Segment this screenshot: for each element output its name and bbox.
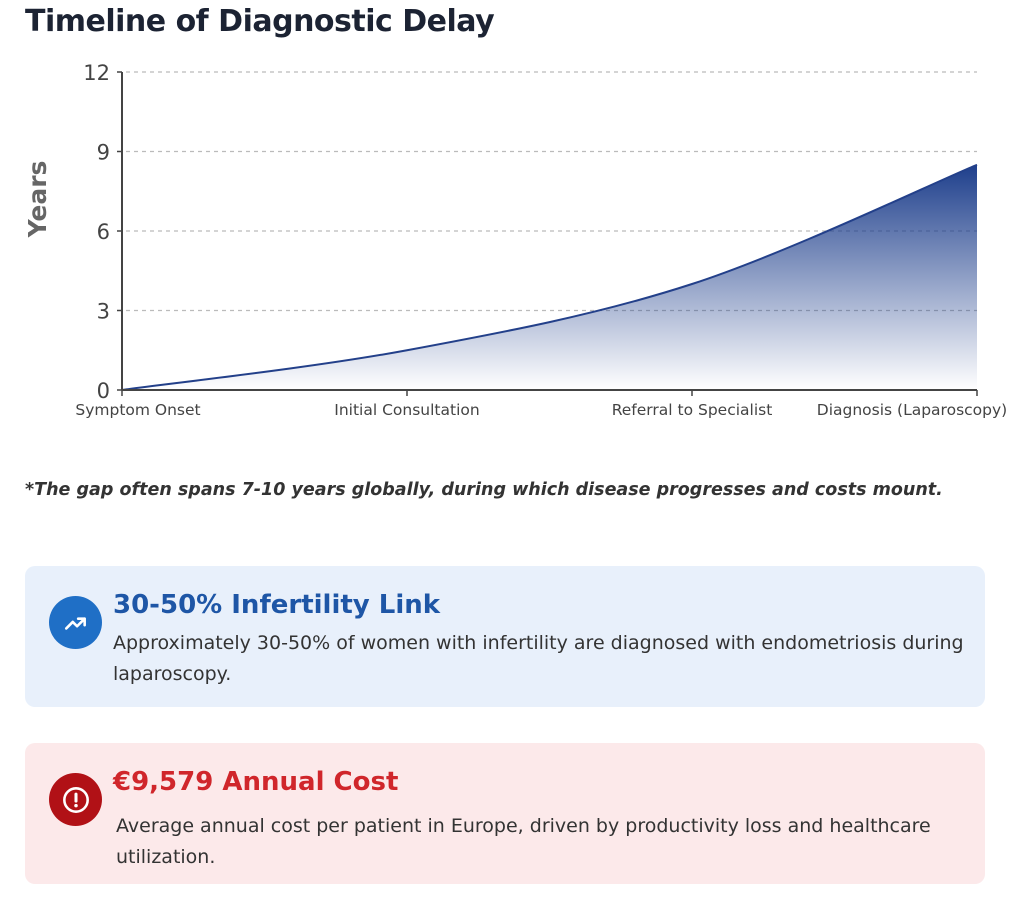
alert-circle-icon [49, 773, 102, 826]
x-tick-label: Diagnosis (Laparoscopy) [817, 401, 1007, 419]
delay-chart: 0 3 6 9 12 Symptom Onset Initial Consultation R… [23, 61, 1007, 419]
x-tick-label: Initial Consultation [334, 401, 479, 419]
card-body: Approximately 30-50% of women with infer… [113, 632, 964, 685]
footnote: *The gap often spans 7-10 years globally… [25, 480, 943, 500]
cost-card: €9,579 Annual Cost Average annual cost p… [25, 743, 985, 884]
y-tick-label: 12 [83, 61, 110, 85]
card-body: Average annual cost per patient in Europ… [116, 815, 931, 868]
y-tick-label: 9 [97, 141, 110, 165]
series-line [121, 163, 978, 391]
page-title: Timeline of Diagnostic Delay [25, 4, 495, 39]
card-title: 30-50% Infertility Link [113, 590, 441, 620]
area-fill [122, 164, 977, 390]
y-axis-label: Years [23, 161, 52, 239]
x-tick-label: Symptom Onset [75, 401, 200, 419]
y-tick-label: 6 [97, 220, 110, 244]
infertility-card: 30-50% Infertility Link Approximately 30… [25, 566, 985, 707]
x-tick-label: Referral to Specialist [612, 401, 773, 419]
trending-up-icon [49, 596, 102, 649]
y-tick-label: 0 [97, 379, 110, 403]
card-title: €9,579 Annual Cost [113, 767, 399, 797]
y-tick-label: 3 [97, 300, 110, 324]
